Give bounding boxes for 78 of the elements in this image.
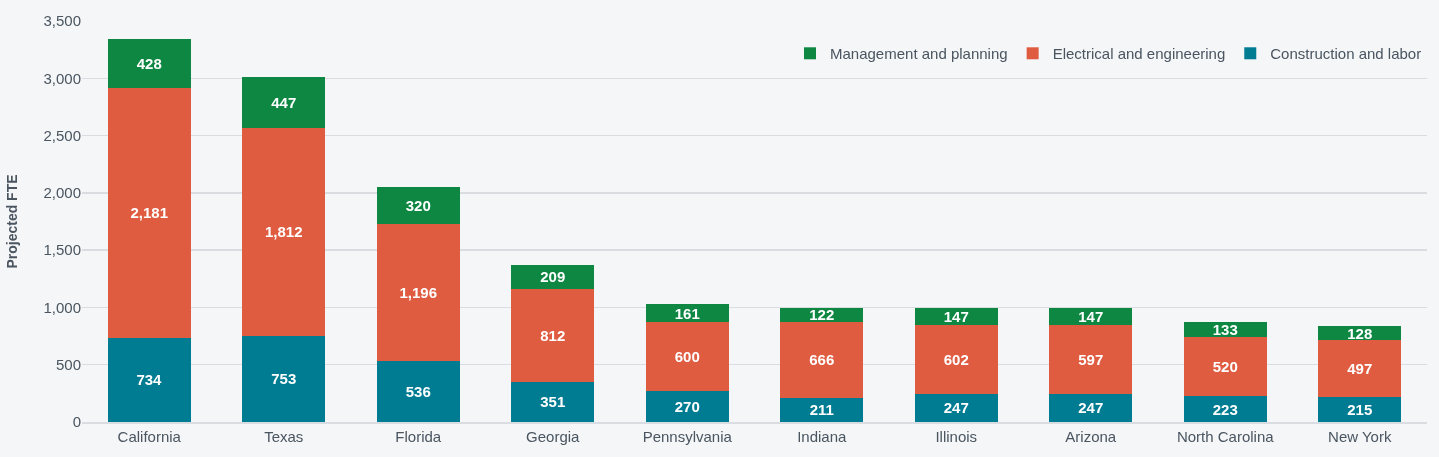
bar <box>914 393 998 422</box>
y-tick-label: 2,000 <box>43 184 81 202</box>
data-label: 600 <box>674 348 700 366</box>
data-label: 147 <box>943 307 969 325</box>
data-label: 597 <box>1078 351 1104 368</box>
bar <box>914 324 998 394</box>
bar <box>780 321 864 398</box>
data-label: 602 <box>943 350 969 368</box>
data-label: 215 <box>1347 401 1373 419</box>
bar <box>1049 308 1133 326</box>
data-label: 1,812 <box>264 223 303 241</box>
data-label: 812 <box>540 326 566 344</box>
data-label: 247 <box>1078 399 1104 417</box>
data-label: 122 <box>809 306 835 324</box>
bar <box>511 264 595 289</box>
data-label: 520 <box>1212 358 1238 376</box>
data-label: 1,196 <box>399 283 438 301</box>
x-tick-label: California <box>117 428 182 445</box>
x-tick-label: Pennsylvania <box>642 428 733 445</box>
x-tick-label: North Carolina <box>1176 428 1275 445</box>
data-label: 247 <box>943 399 969 417</box>
data-label: 447 <box>271 94 297 112</box>
data-label: 270 <box>674 398 700 416</box>
x-tick-label: Arizona <box>1065 428 1117 445</box>
bar <box>1049 325 1133 394</box>
bar <box>376 186 460 224</box>
bar <box>242 76 326 129</box>
x-tick-label: Texas <box>264 428 304 445</box>
data-label: 223 <box>1212 400 1238 418</box>
data-label: 320 <box>405 196 431 214</box>
data-label: 209 <box>540 268 566 286</box>
data-label: 666 <box>809 351 835 369</box>
bar <box>511 288 595 382</box>
bar <box>914 307 998 325</box>
x-tick-label: Illinois <box>935 428 978 445</box>
bar <box>242 335 326 422</box>
bar <box>780 397 864 422</box>
bar <box>1049 393 1133 422</box>
data-label: 351 <box>540 393 566 411</box>
data-label: 497 <box>1347 360 1373 378</box>
data-label: 211 <box>809 401 834 419</box>
bar <box>376 360 460 422</box>
x-tick-label: Indiana <box>797 428 848 445</box>
y-tick-label: 3,500 <box>43 12 81 30</box>
x-tick-label: Georgia <box>526 428 581 445</box>
y-tick-label: 1,500 <box>43 241 81 259</box>
y-tick-label: 2,500 <box>43 126 81 144</box>
bar <box>107 88 191 338</box>
bar <box>645 322 729 392</box>
y-tick-label: 1,000 <box>43 298 81 316</box>
y-tick-label: 0 <box>72 413 81 431</box>
data-label: 147 <box>1078 308 1104 326</box>
data-label: 128 <box>1347 324 1373 342</box>
bar <box>1183 336 1267 397</box>
bar <box>511 381 595 422</box>
data-label: 734 <box>136 371 163 389</box>
data-label: 133 <box>1212 320 1238 338</box>
y-axis-title: Projected FTE <box>4 174 21 269</box>
bar <box>1318 340 1402 398</box>
bar <box>645 391 729 422</box>
y-tick-label: 500 <box>55 355 81 373</box>
data-label: 753 <box>271 370 297 388</box>
bar <box>1183 396 1267 422</box>
data-label: 536 <box>405 382 431 400</box>
bar <box>376 223 460 361</box>
bar <box>107 337 191 422</box>
legend-label: Electrical and engineering <box>1052 45 1226 63</box>
x-tick-label: New York <box>1328 428 1392 445</box>
bar <box>242 128 326 336</box>
data-label: 161 <box>674 304 700 322</box>
y-tick-label: 3,000 <box>43 69 81 87</box>
data-label: 2,181 <box>130 204 169 222</box>
bar <box>107 38 191 89</box>
legend-label: Construction and labor <box>1270 45 1422 63</box>
data-label: 428 <box>136 55 162 73</box>
legend-label: Management and planning <box>830 45 1008 63</box>
bar <box>1318 397 1402 422</box>
x-tick-label: Florida <box>395 428 442 445</box>
